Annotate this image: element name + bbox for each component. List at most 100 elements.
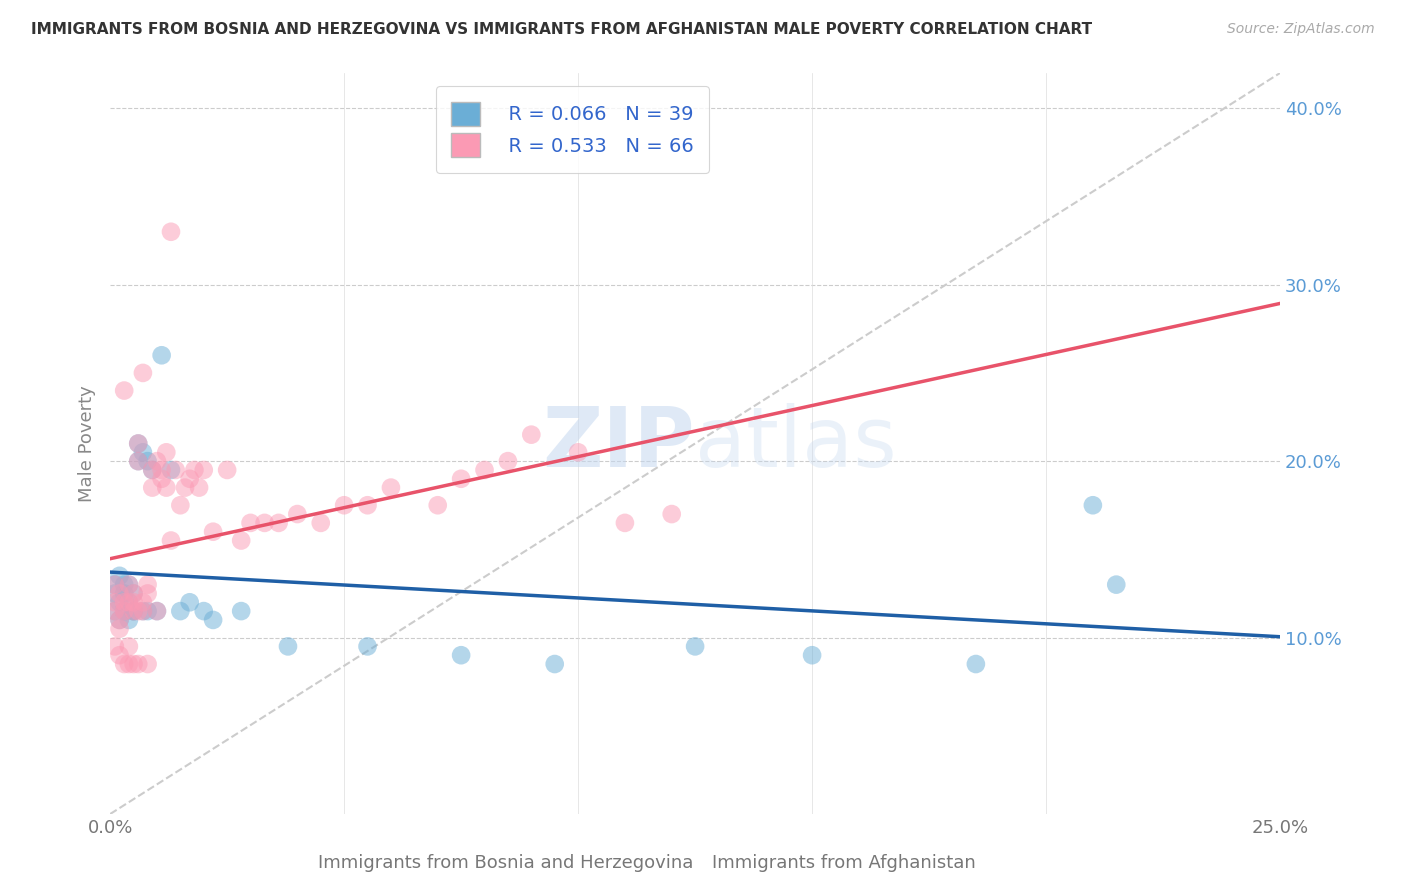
Point xyxy=(801,648,824,663)
Point xyxy=(231,533,253,548)
Point xyxy=(356,498,378,512)
Point xyxy=(132,604,155,618)
Text: ZIP: ZIP xyxy=(543,403,695,484)
Point xyxy=(108,613,131,627)
Point xyxy=(112,595,135,609)
Point xyxy=(188,481,211,495)
Point xyxy=(544,657,567,671)
Point xyxy=(155,481,177,495)
Text: Source: ZipAtlas.com: Source: ZipAtlas.com xyxy=(1227,22,1375,37)
Point xyxy=(202,613,225,627)
Point xyxy=(127,436,149,450)
Point xyxy=(202,524,225,539)
Point xyxy=(122,604,145,618)
Point xyxy=(146,604,169,618)
Point xyxy=(112,577,135,591)
Point xyxy=(231,604,253,618)
Point xyxy=(267,516,290,530)
Point xyxy=(179,595,201,609)
Point xyxy=(141,463,163,477)
Point xyxy=(193,463,215,477)
Point xyxy=(112,384,135,398)
Point xyxy=(132,604,155,618)
Point xyxy=(112,657,135,671)
Point xyxy=(474,463,496,477)
Point xyxy=(108,648,131,663)
Text: Immigrants from Bosnia and Herzegovina: Immigrants from Bosnia and Herzegovina xyxy=(319,855,693,872)
Point xyxy=(150,348,173,362)
Point xyxy=(104,604,127,618)
Point xyxy=(150,472,173,486)
Point xyxy=(136,454,159,468)
Point xyxy=(112,604,135,618)
Point xyxy=(108,613,131,627)
Point xyxy=(108,569,131,583)
Point xyxy=(122,586,145,600)
Point xyxy=(122,604,145,618)
Point xyxy=(277,640,299,654)
Point xyxy=(520,427,543,442)
Point xyxy=(104,577,127,591)
Point xyxy=(217,463,239,477)
Legend:   R = 0.066   N = 39,   R = 0.533   N = 66: R = 0.066 N = 39, R = 0.533 N = 66 xyxy=(436,87,710,173)
Point xyxy=(118,595,141,609)
Point xyxy=(169,498,191,512)
Point xyxy=(122,657,145,671)
Point xyxy=(112,586,135,600)
Point xyxy=(136,577,159,591)
Point xyxy=(193,604,215,618)
Point xyxy=(118,613,141,627)
Point xyxy=(127,604,149,618)
Point xyxy=(661,507,683,521)
Point xyxy=(380,481,402,495)
Point xyxy=(122,586,145,600)
Point xyxy=(118,657,141,671)
Point xyxy=(108,622,131,636)
Point xyxy=(150,463,173,477)
Point xyxy=(118,595,141,609)
Point xyxy=(108,586,131,600)
Point xyxy=(127,454,149,468)
Point xyxy=(1081,498,1104,512)
Point xyxy=(174,481,197,495)
Point xyxy=(132,595,155,609)
Point xyxy=(104,640,127,654)
Text: Immigrants from Afghanistan: Immigrants from Afghanistan xyxy=(711,855,976,872)
Point xyxy=(183,463,205,477)
Point xyxy=(567,445,589,459)
Point xyxy=(141,463,163,477)
Point xyxy=(165,463,187,477)
Point xyxy=(285,507,308,521)
Point xyxy=(118,577,141,591)
Point xyxy=(136,657,159,671)
Point xyxy=(169,604,191,618)
Point xyxy=(146,604,169,618)
Point xyxy=(118,577,141,591)
Point xyxy=(160,533,183,548)
Point xyxy=(160,225,183,239)
Point xyxy=(118,640,141,654)
Point xyxy=(122,604,145,618)
Point xyxy=(333,498,356,512)
Point xyxy=(155,445,177,459)
Point xyxy=(1105,577,1128,591)
Text: IMMIGRANTS FROM BOSNIA AND HERZEGOVINA VS IMMIGRANTS FROM AFGHANISTAN MALE POVER: IMMIGRANTS FROM BOSNIA AND HERZEGOVINA V… xyxy=(31,22,1092,37)
Point xyxy=(450,472,472,486)
Point xyxy=(239,516,262,530)
Point xyxy=(127,657,149,671)
Point xyxy=(104,595,127,609)
Point xyxy=(146,454,169,468)
Point xyxy=(127,454,149,468)
Point xyxy=(426,498,449,512)
Point xyxy=(253,516,276,530)
Point xyxy=(613,516,636,530)
Point xyxy=(160,463,183,477)
Point xyxy=(132,445,155,459)
Point xyxy=(127,436,149,450)
Point xyxy=(122,595,145,609)
Point xyxy=(108,595,131,609)
Point xyxy=(683,640,706,654)
Point xyxy=(112,604,135,618)
Point xyxy=(104,577,127,591)
Y-axis label: Male Poverty: Male Poverty xyxy=(79,385,96,502)
